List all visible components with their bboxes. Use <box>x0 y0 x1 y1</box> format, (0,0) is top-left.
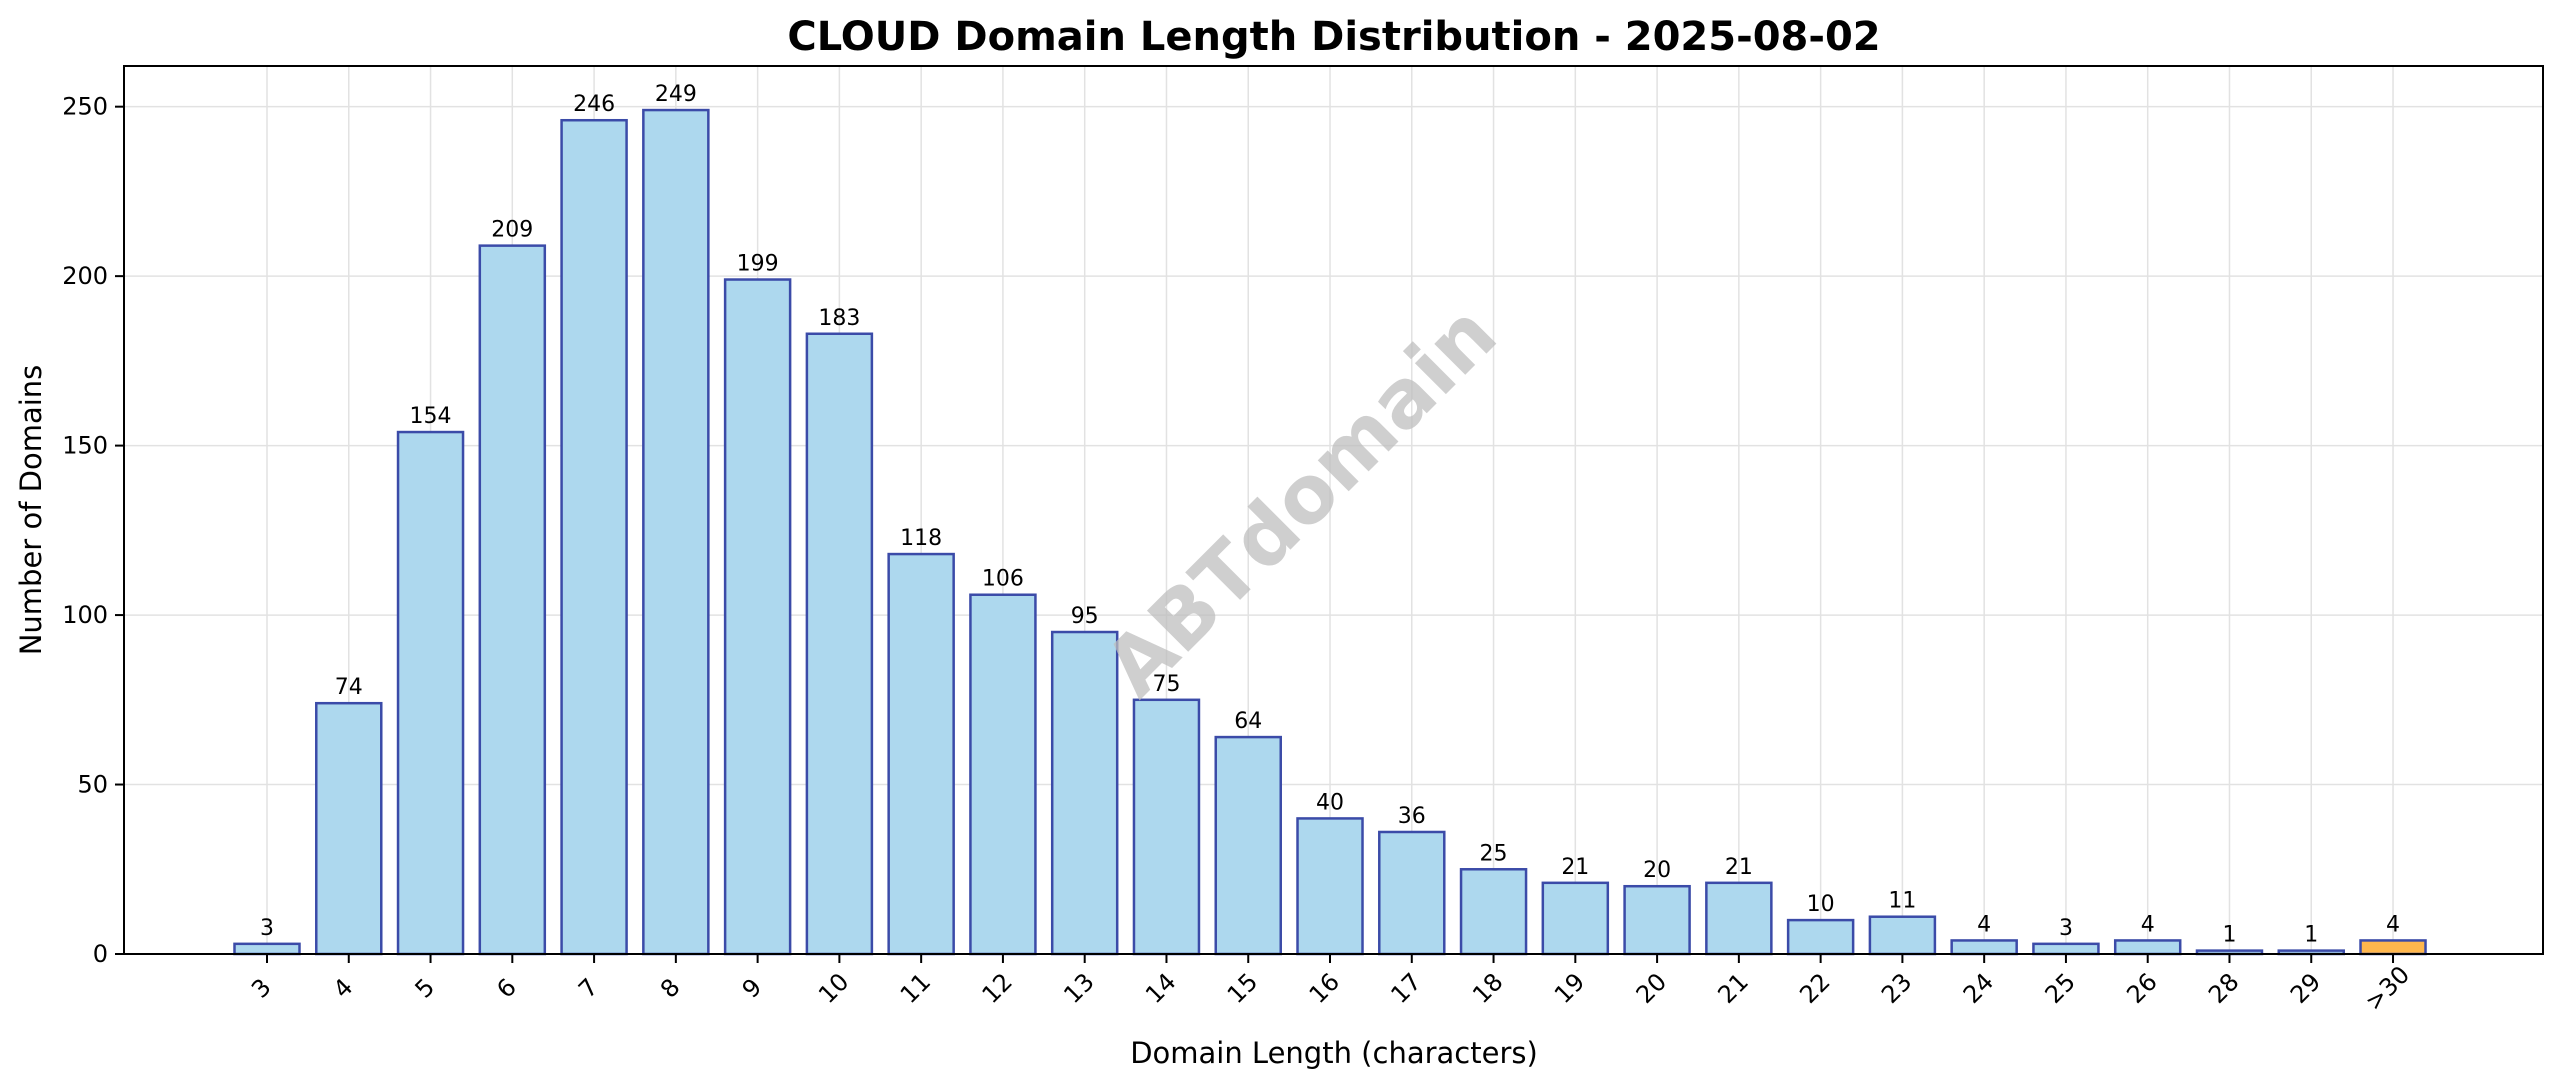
y-tick-label: 100 <box>62 601 108 629</box>
data-label: 20 <box>1643 858 1671 883</box>
bar-over-30 <box>2359 939 2427 956</box>
data-label: 25 <box>1480 841 1508 866</box>
bar-16 <box>1296 817 1364 956</box>
y-tick-label: 0 <box>93 940 108 968</box>
x-axis-label: Domain Length (characters) <box>1130 1036 1538 1070</box>
data-label: 11 <box>1888 889 1916 914</box>
bar-25 <box>2032 942 2100 956</box>
bar-4 <box>315 701 383 956</box>
bar-23 <box>1868 915 1937 956</box>
data-label: 249 <box>655 82 697 107</box>
data-label: 36 <box>1398 804 1426 829</box>
data-label: 4 <box>1977 912 1991 937</box>
data-label: 10 <box>1807 892 1835 917</box>
bar-3 <box>233 942 301 956</box>
bar-20 <box>1623 884 1691 956</box>
bar-24 <box>1950 939 2018 956</box>
data-label: 3 <box>2059 916 2073 941</box>
data-label: 95 <box>1071 604 1099 629</box>
bar-19 <box>1541 881 1610 956</box>
data-label: 118 <box>900 526 942 551</box>
data-label: 64 <box>1234 709 1262 734</box>
bar-22 <box>1786 918 1855 956</box>
y-axis-label: Number of Domains <box>14 365 48 656</box>
plot-frame <box>123 65 2544 955</box>
data-label: 246 <box>573 92 615 117</box>
data-label: 3 <box>260 916 274 941</box>
bar-13 <box>1050 630 1119 956</box>
bar-14 <box>1132 698 1201 956</box>
bar-17 <box>1378 830 1446 956</box>
data-label: 40 <box>1316 790 1344 815</box>
data-label: 21 <box>1725 855 1753 880</box>
data-label: 106 <box>982 567 1024 592</box>
data-label: 183 <box>818 306 860 331</box>
bar-8 <box>642 108 710 956</box>
bar-7 <box>560 118 628 956</box>
y-tick-label: 50 <box>77 771 108 799</box>
bars <box>233 108 2427 956</box>
bar-11 <box>887 552 955 956</box>
y-tick-label: 200 <box>62 262 108 290</box>
bar-5 <box>396 430 465 956</box>
y-tick-label: 250 <box>62 93 108 121</box>
y-tick-label: 150 <box>62 432 108 460</box>
data-labels: 3 74 154 209 246 249 199 183 118 106 95 75 64 40 36 25 2… <box>260 82 2400 948</box>
data-label: 199 <box>737 252 779 277</box>
data-label: 1 <box>2304 923 2318 948</box>
bar-18 <box>1459 868 1528 956</box>
bar-15 <box>1214 735 1282 956</box>
data-label: 75 <box>1152 672 1180 697</box>
bar-10 <box>805 332 874 956</box>
y-axis: 0 50 100 150 200 250 <box>62 93 124 968</box>
data-label: 4 <box>2386 912 2400 937</box>
bar-21 <box>1705 881 1773 956</box>
data-label: 154 <box>410 404 452 429</box>
chart-title: CLOUD Domain Length Distribution - 2025-… <box>787 14 1880 60</box>
data-label: 21 <box>1561 855 1589 880</box>
bar-12 <box>969 593 1037 956</box>
data-label: 209 <box>491 218 533 243</box>
bar-26 <box>2113 939 2182 956</box>
data-label: 74 <box>335 675 363 700</box>
bar-9 <box>723 278 792 956</box>
bar-6 <box>478 244 547 956</box>
data-label: 4 <box>2141 912 2155 937</box>
data-label: 1 <box>2222 923 2236 948</box>
